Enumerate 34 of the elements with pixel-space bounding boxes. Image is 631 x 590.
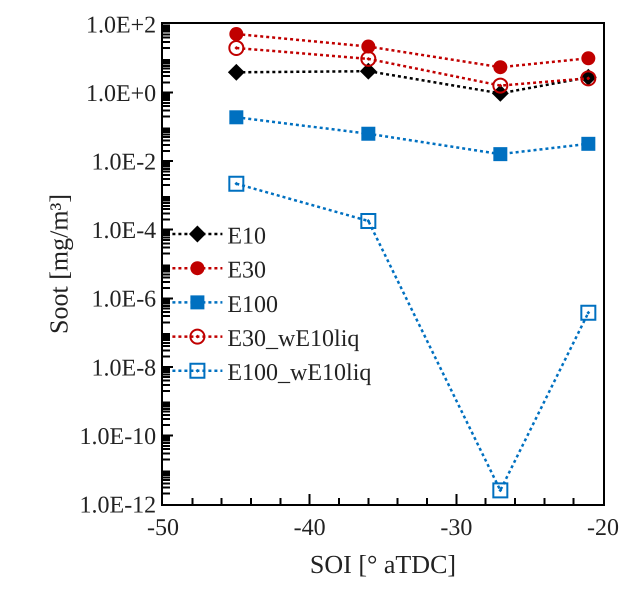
- x-tick-label: -20: [587, 514, 619, 541]
- legend-label: E30_wE10liq: [227, 326, 360, 352]
- point: [581, 136, 596, 151]
- legend-label: E10: [227, 223, 266, 250]
- point: [228, 176, 244, 192]
- y-tick-label: 1.0E+0: [86, 80, 156, 107]
- point: [228, 64, 245, 81]
- point: [492, 482, 508, 498]
- point: [361, 40, 376, 54]
- y-tick-label: 1.0E-2: [92, 150, 156, 176]
- point: [580, 304, 596, 321]
- point: [360, 50, 376, 67]
- x-tick-label: -30: [440, 514, 472, 541]
- x-axis-title: SOI [° aTDC]: [310, 550, 456, 579]
- point: [360, 212, 376, 229]
- point: [492, 78, 508, 94]
- point: [228, 40, 244, 56]
- point: [229, 27, 244, 42]
- y-tick-label: 1.0E-8: [92, 355, 156, 382]
- point: [229, 110, 244, 124]
- point: [360, 62, 377, 80]
- y-axis-title: Soot [mg/m³]: [44, 194, 74, 334]
- x-tick-label: -40: [294, 514, 326, 541]
- point: [581, 51, 596, 66]
- legend-label: E100_wE10liq: [227, 360, 372, 386]
- y-tick-label: 1.0E-4: [92, 218, 156, 244]
- y-tick-label: 1.0E-6: [92, 286, 156, 313]
- legend-label: E100: [227, 292, 278, 318]
- point: [493, 147, 508, 162]
- point: [361, 126, 376, 141]
- legend-label: E30: [227, 258, 266, 284]
- y-tick-label: 1.0E+2: [86, 12, 156, 38]
- y-tick-label: 1.0E-10: [80, 424, 156, 450]
- point: [493, 60, 508, 74]
